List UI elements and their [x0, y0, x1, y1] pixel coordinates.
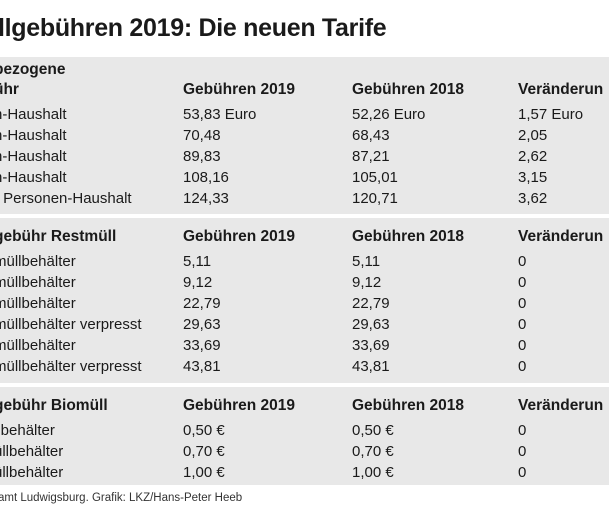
- section-3-header-change: Veränderun: [518, 397, 604, 414]
- table-cell: 70,48: [183, 127, 221, 144]
- table-cell: 0,70 €: [183, 443, 225, 460]
- table-cell: 22,79: [352, 295, 390, 312]
- table-cell: 1,00 €: [183, 464, 225, 481]
- table-cell: 0: [518, 253, 527, 270]
- table-cell: 0: [518, 274, 527, 291]
- table-cell: 0: [518, 464, 527, 481]
- table-cell: 53,83 Euro: [183, 106, 257, 123]
- table-cell: n-Haushalt: [0, 169, 67, 186]
- table-cell: n-Haushalt: [0, 106, 67, 123]
- table-cell: 0: [518, 316, 527, 333]
- section-2-label: gebühr Restmüll: [0, 228, 117, 245]
- table-cell: 29,63: [352, 316, 390, 333]
- table-cell: 120,71: [352, 190, 398, 207]
- section-3-label: gebühr Biomüll: [0, 397, 108, 414]
- table-cell: 0: [518, 295, 527, 312]
- table-cell: 0: [518, 443, 527, 460]
- table-cell: 108,16: [183, 169, 229, 186]
- table-cell: 43,81: [183, 358, 221, 375]
- table-cell: müllbehälter: [0, 337, 76, 354]
- section-1-header-2018: Gebühren 2018: [352, 81, 464, 98]
- table-cell: 2,05: [518, 127, 548, 144]
- table-cell: 22,79: [183, 295, 221, 312]
- section-3-header-2018: Gebühren 2018: [352, 397, 464, 414]
- table-cell: 68,43: [352, 127, 390, 144]
- source-credit: amt Ludwigsburg. Grafik: LKZ/Hans-Peter …: [0, 492, 243, 504]
- table-cell: 52,26 Euro: [352, 106, 426, 123]
- table-cell: üllbehälter: [0, 464, 64, 481]
- table-cell: r Personen-Haushalt: [0, 190, 132, 207]
- table-cell: 87,21: [352, 148, 390, 165]
- table-cell: müllbehälter: [0, 274, 76, 291]
- section-1-label-line2: ühr: [0, 81, 19, 98]
- table-cell: 89,83: [183, 148, 221, 165]
- table-cell: 5,11: [183, 253, 212, 270]
- table-cell: müllbehälter verpresst: [0, 316, 142, 333]
- table-cell: 0: [518, 337, 527, 354]
- table-cell: 124,33: [183, 190, 229, 207]
- table-cell: 3,15: [518, 169, 548, 186]
- page-title: llgebühren 2019: Die neuen Tarife: [0, 14, 387, 42]
- table-cell: 3,62: [518, 190, 548, 207]
- table-cell: 43,81: [352, 358, 390, 375]
- section-1-header-2019: Gebühren 2019: [183, 81, 295, 98]
- section-3-header-2019: Gebühren 2019: [183, 397, 295, 414]
- table-cell: 2,62: [518, 148, 548, 165]
- table-cell: 9,12: [183, 274, 213, 291]
- table-cell: n-Haushalt: [0, 127, 67, 144]
- table-cell: 29,63: [183, 316, 221, 333]
- section-1-label-line1: bezogene: [0, 61, 66, 78]
- table-cell: 1,57 Euro: [518, 106, 584, 123]
- section-2-header-2019: Gebühren 2019: [183, 228, 295, 245]
- table-cell: 0,50 €: [183, 422, 225, 439]
- table-cell: 0: [518, 358, 527, 375]
- table-cell: 0: [518, 422, 527, 439]
- table-cell: üllbehälter: [0, 443, 64, 460]
- section-2-header-2018: Gebühren 2018: [352, 228, 464, 245]
- table-cell: müllbehälter: [0, 295, 76, 312]
- table-cell: 105,01: [352, 169, 398, 186]
- table-cell: 9,12: [352, 274, 382, 291]
- section-2-header-change: Veränderun: [518, 228, 604, 245]
- section-divider: [0, 383, 609, 387]
- table-cell: 0,70 €: [352, 443, 394, 460]
- table-cell: 33,69: [352, 337, 390, 354]
- table-cell: 5,11: [352, 253, 381, 270]
- table-cell: 0,50 €: [352, 422, 394, 439]
- section-1-header-change: Veränderun: [518, 81, 604, 98]
- table-cell: 1,00 €: [352, 464, 394, 481]
- table-cell: n-Haushalt: [0, 148, 67, 165]
- table-cell: müllbehälter verpresst: [0, 358, 142, 375]
- section-divider: [0, 214, 609, 218]
- table-cell: müllbehälter: [0, 253, 76, 270]
- table-cell: 33,69: [183, 337, 221, 354]
- tariff-table: bezogene ühr Gebühren 2019 Gebühren 2018…: [0, 57, 609, 485]
- table-cell: llbehälter: [0, 422, 55, 439]
